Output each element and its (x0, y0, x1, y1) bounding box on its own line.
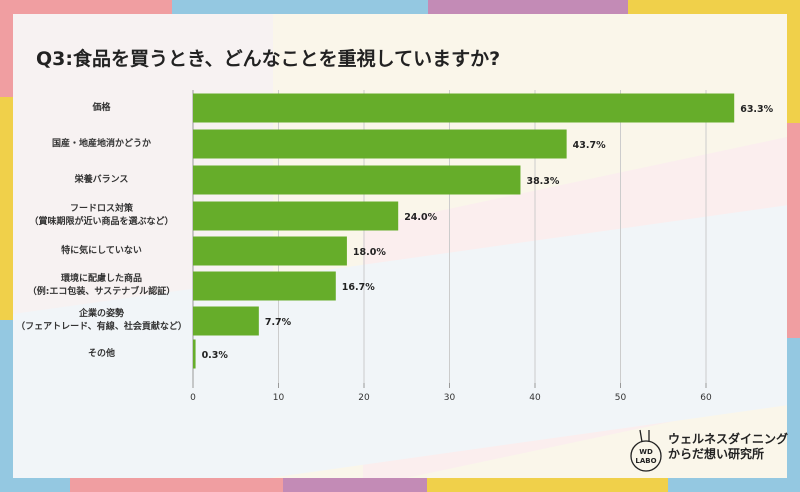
frame-segment (787, 123, 800, 338)
frame-segment (0, 0, 13, 97)
frame-segment (70, 478, 283, 492)
frame-segment (428, 0, 628, 14)
frame-segment (668, 478, 800, 492)
bar (193, 93, 735, 123)
x-tick-label: 50 (615, 393, 627, 403)
frame-segment (172, 0, 428, 14)
x-tick-label: 40 (529, 393, 541, 403)
frame-segment (628, 0, 800, 14)
logo-line2: からだ想い研究所 (668, 447, 765, 461)
data-label: 7.7% (265, 317, 292, 328)
bar (193, 201, 399, 231)
frame-segment (0, 0, 172, 14)
data-label: 63.3% (740, 104, 773, 115)
category-label: 企業の姿勢 （フェアトレード、有線、社会貢献など） (16, 309, 187, 332)
data-label: 43.7% (573, 140, 606, 151)
x-tick-label: 20 (358, 393, 370, 403)
x-tick-label: 0 (190, 393, 196, 403)
frame-segment (0, 478, 70, 492)
logo-text: ウェルネスダイニング からだ想い研究所 (668, 432, 788, 462)
category-label: 価格 (92, 102, 111, 113)
category-label: フードロス対策 （賞味期限が近い商品を選ぶなど） (29, 204, 174, 227)
svg-text:WD: WD (639, 448, 653, 456)
bar (193, 129, 567, 159)
category-label: 環境に配慮した商品 （例:エコ包装、サステナブル認証） (27, 274, 176, 297)
data-label: 18.0% (353, 247, 386, 258)
frame-segment (427, 478, 668, 492)
bar (193, 165, 521, 195)
wd-labo-logo: WD LABO (630, 429, 662, 472)
category-label: 国産・地産地消かどうか (51, 138, 151, 149)
bar (193, 339, 196, 369)
category-label: 特に気にしていない (61, 245, 142, 256)
category-label: その他 (87, 348, 115, 359)
frame-segment (787, 338, 800, 492)
frame-segment (0, 97, 13, 320)
data-label: 0.3% (202, 350, 229, 361)
bar (193, 306, 259, 336)
x-tick-label: 30 (444, 393, 456, 403)
data-label: 38.3% (526, 176, 559, 187)
data-label: 16.7% (342, 282, 375, 293)
frame-segment (787, 0, 800, 123)
frame-segment (283, 478, 427, 492)
frame-segment (0, 320, 13, 492)
logo-line1: ウェルネスダイニング (668, 432, 789, 446)
category-label: 栄養バランス (74, 174, 129, 185)
svg-text:LABO: LABO (635, 457, 656, 465)
x-tick-label: 10 (273, 393, 285, 403)
chart-title: Q3:食品を買うとき、どんなことを重視していますか? (36, 48, 501, 70)
bar (193, 271, 336, 301)
x-tick-label: 60 (700, 393, 712, 403)
data-label: 24.0% (404, 212, 437, 223)
bar (193, 236, 347, 266)
